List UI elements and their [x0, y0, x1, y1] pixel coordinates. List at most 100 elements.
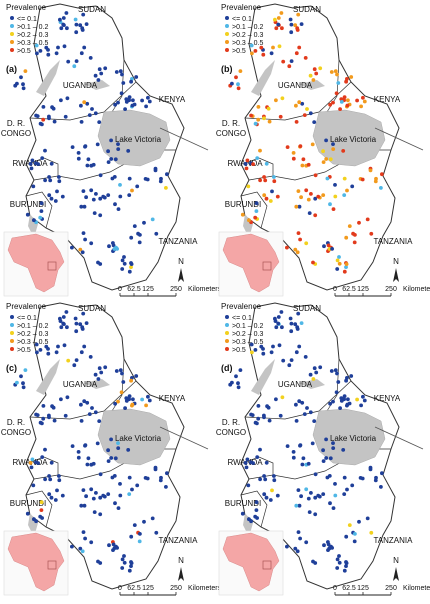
- survey-point: [120, 72, 124, 77]
- legend-item-label: >0.1 – 0.2: [17, 323, 48, 330]
- survey-point: [328, 157, 333, 162]
- scale-unit: Kilometers: [403, 585, 430, 592]
- legend-swatch: [225, 323, 229, 327]
- survey-point: [328, 456, 333, 461]
- survey-point: [83, 536, 87, 541]
- label-tanzania: TANZANIA: [374, 237, 414, 246]
- survey-point: [254, 201, 259, 206]
- scale-tick-label: 250: [170, 286, 182, 293]
- survey-point: [258, 477, 262, 482]
- survey-point: [246, 184, 251, 189]
- survey-point: [82, 45, 87, 50]
- label-burundi: BURUNDI: [225, 499, 261, 508]
- survey-point: [249, 342, 254, 347]
- survey-point: [313, 495, 318, 500]
- legend-item-label: >0.5: [232, 347, 246, 354]
- survey-point: [333, 69, 338, 74]
- survey-point: [110, 475, 115, 480]
- legend-item-label: >0.1 – 0.2: [17, 24, 48, 31]
- survey-point: [103, 66, 108, 71]
- survey-point: [135, 483, 140, 488]
- survey-point: [130, 487, 134, 492]
- north-arrow-icon: [393, 567, 399, 581]
- survey-point: [96, 377, 101, 381]
- survey-point: [29, 465, 34, 470]
- survey-point: [78, 546, 83, 551]
- survey-point: [79, 402, 83, 407]
- survey-point: [38, 348, 43, 352]
- survey-point: [83, 443, 88, 447]
- label-drc-1: D. R.: [7, 418, 25, 427]
- survey-point: [295, 325, 300, 330]
- survey-point: [154, 530, 159, 535]
- survey-point: [115, 546, 119, 550]
- survey-point: [114, 369, 119, 373]
- inset-africa: [218, 231, 284, 297]
- survey-point: [119, 91, 124, 96]
- survey-point: [346, 397, 350, 402]
- survey-point: [339, 399, 344, 403]
- survey-point: [30, 457, 35, 462]
- survey-point: [335, 267, 340, 271]
- survey-point: [73, 17, 78, 22]
- survey-point: [142, 220, 146, 225]
- survey-point: [97, 366, 102, 371]
- survey-point: [32, 517, 36, 522]
- survey-point: [355, 98, 359, 103]
- survey-point: [335, 72, 339, 77]
- survey-point: [336, 81, 341, 85]
- survey-point: [89, 487, 94, 492]
- survey-point: [379, 485, 383, 489]
- survey-point: [361, 95, 365, 100]
- survey-point: [322, 244, 326, 249]
- survey-point: [300, 163, 305, 168]
- survey-point: [61, 321, 66, 326]
- legend-swatch: [225, 32, 229, 36]
- survey-point: [300, 101, 305, 106]
- survey-point: [326, 542, 331, 547]
- survey-point: [49, 495, 54, 500]
- survey-point: [333, 368, 338, 373]
- survey-point: [92, 211, 97, 216]
- survey-point: [274, 98, 278, 103]
- survey-point: [288, 316, 293, 321]
- scale-tick-label: 250: [170, 585, 182, 592]
- survey-point: [97, 120, 102, 124]
- survey-point: [277, 343, 282, 348]
- survey-point: [56, 45, 60, 50]
- survey-point: [34, 43, 39, 48]
- survey-point: [86, 456, 91, 461]
- survey-point: [294, 120, 299, 124]
- legend: Prevalence <= 0.1>0.1 – 0.2>0.2 – 0.3>0.3…: [221, 3, 263, 55]
- survey-point: [333, 183, 337, 187]
- survey-point: [84, 321, 89, 325]
- survey-point: [331, 207, 336, 212]
- panel-label: (d): [221, 363, 233, 373]
- survey-point: [116, 506, 121, 510]
- survey-point: [251, 162, 255, 167]
- survey-point: [118, 368, 123, 373]
- north-arrow: N: [393, 556, 399, 581]
- pointer-line: [374, 127, 424, 151]
- north-arrow-icon: [178, 268, 184, 282]
- survey-point: [106, 459, 111, 463]
- survey-point: [109, 456, 114, 460]
- survey-point: [294, 503, 299, 508]
- legend-item-label: >0.3 – 0.5: [17, 40, 48, 47]
- pointer-line: [159, 127, 209, 151]
- survey-point: [116, 147, 121, 152]
- survey-point: [106, 492, 111, 496]
- survey-point: [39, 209, 44, 214]
- survey-point: [247, 517, 251, 522]
- legend-item-label: >0.2 – 0.3: [232, 331, 263, 338]
- survey-point: [342, 269, 347, 274]
- border-rwanda: [242, 456, 274, 475]
- panel-label: (b): [221, 64, 233, 74]
- survey-point: [297, 45, 302, 50]
- survey-point: [305, 406, 309, 410]
- survey-point: [70, 444, 75, 448]
- survey-point: [79, 204, 84, 209]
- lake-albert: [36, 60, 60, 96]
- survey-point: [333, 194, 338, 199]
